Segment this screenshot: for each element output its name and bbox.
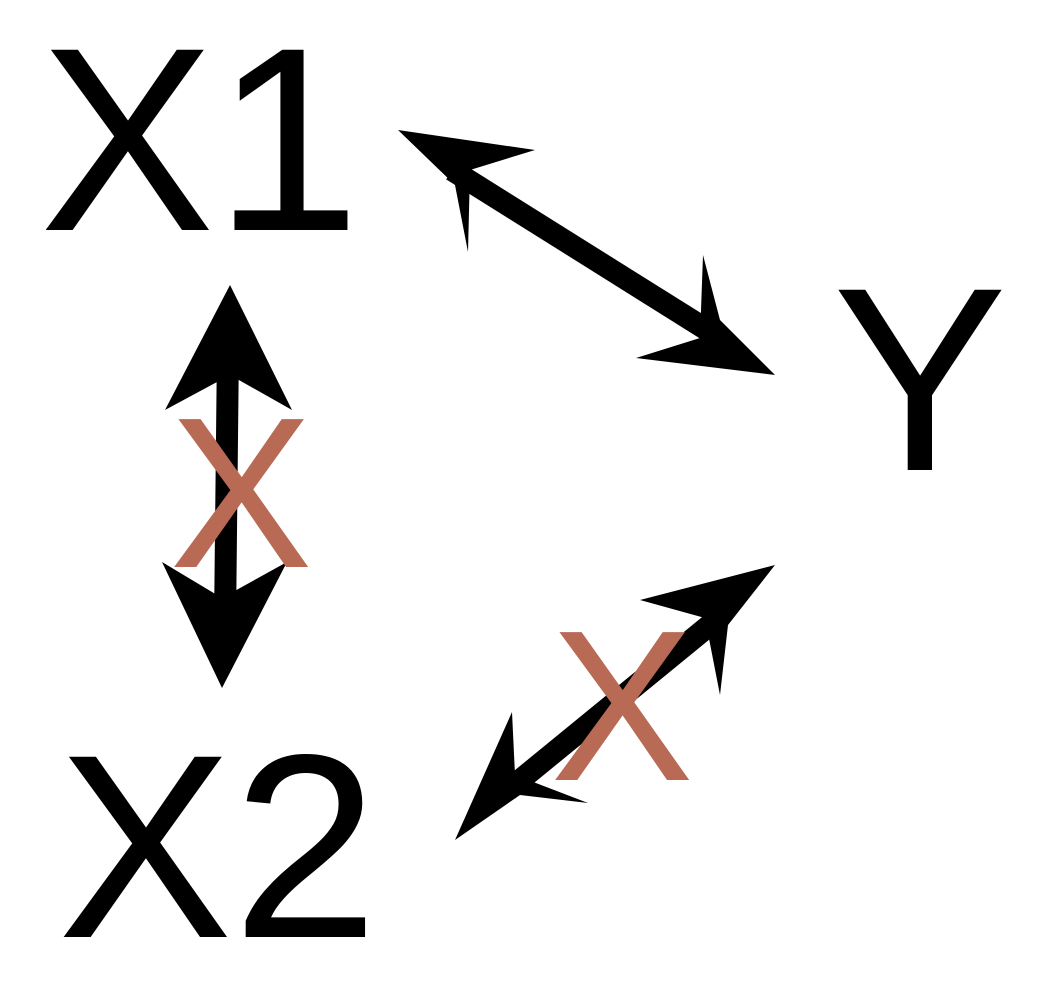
edge-x2-y <box>455 565 775 840</box>
arrowhead-x1-bottom <box>165 285 292 410</box>
node-x2-label: X2 <box>58 700 378 989</box>
edge-x2-y-shaft <box>501 606 729 799</box>
arrowhead-y-end-bottom <box>640 565 775 695</box>
cross-mark-x2-y: X <box>550 585 693 826</box>
node-x1-label: X1 <box>40 0 360 286</box>
edge-x1-x2 <box>162 285 292 688</box>
edge-x1-x2-shaft <box>214 344 239 626</box>
arrowhead-x1-end <box>398 130 535 252</box>
arrowhead-y-end-top <box>636 255 775 375</box>
edge-x1-y-shaft <box>446 160 726 348</box>
cross-mark-x1-x2: X <box>169 372 312 613</box>
node-y-label: Y <box>833 233 1008 526</box>
arrowhead-x2-top <box>162 562 287 688</box>
edge-x1-y <box>398 130 775 375</box>
arrowhead-x2-end <box>455 712 588 840</box>
